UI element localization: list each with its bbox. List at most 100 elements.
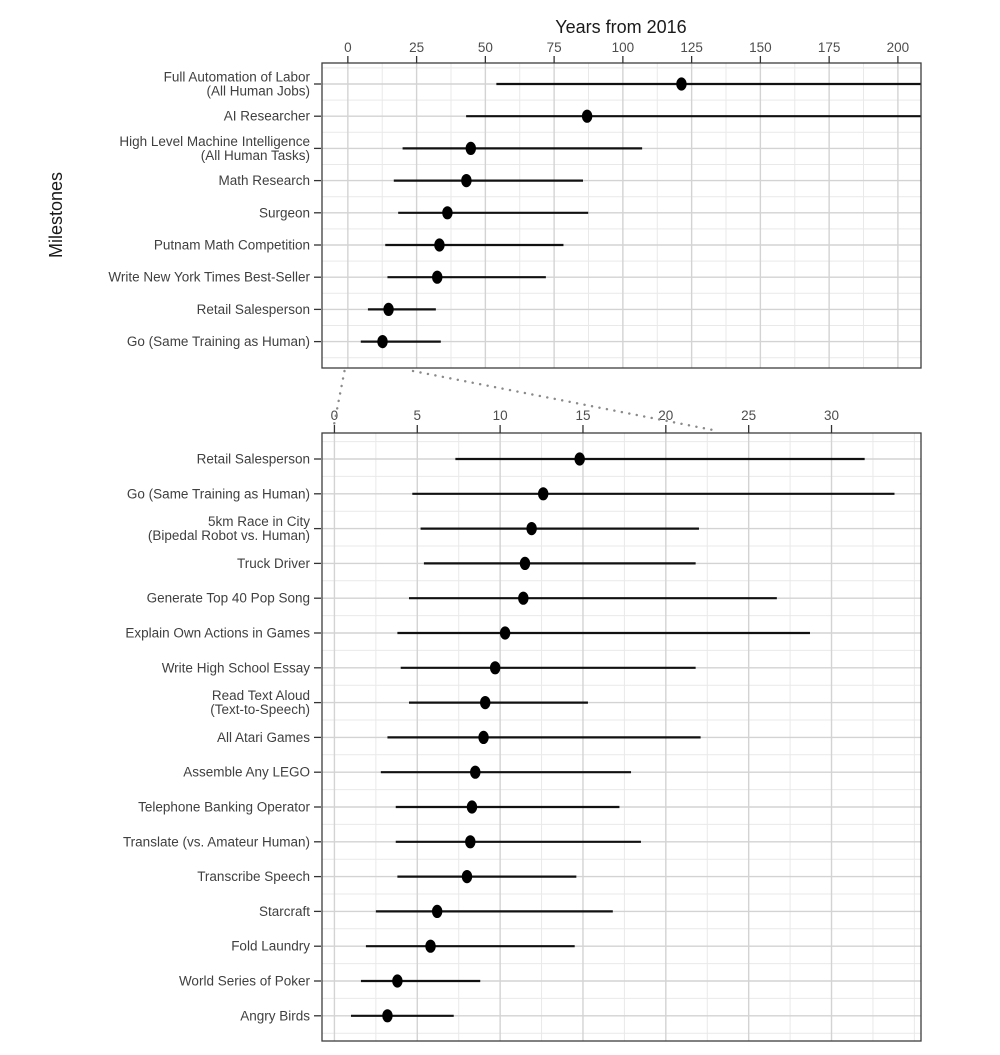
milestone-row xyxy=(408,696,588,710)
median-point xyxy=(377,335,388,349)
x-tick-label: 175 xyxy=(818,40,841,55)
category-label: All Atari Games xyxy=(217,730,310,745)
median-point xyxy=(431,904,443,919)
median-point xyxy=(382,1009,393,1023)
x-tick-label: 10 xyxy=(493,408,508,423)
category-label: Translate (vs. Amateur Human) xyxy=(123,834,310,849)
milestone-row xyxy=(367,302,436,316)
milestone-row xyxy=(365,939,575,953)
median-point xyxy=(518,591,529,605)
milestone-row xyxy=(387,730,701,745)
median-point xyxy=(434,238,445,252)
x-tick-label: 0 xyxy=(331,408,339,423)
median-point xyxy=(392,974,403,988)
milestone-row xyxy=(420,522,699,536)
median-point xyxy=(499,626,511,640)
median-point xyxy=(478,730,489,745)
x-tick-label: 25 xyxy=(741,408,756,423)
category-label: Transcribe Speech xyxy=(197,869,310,884)
milestone-row xyxy=(375,904,613,919)
category-label: Retail Salesperson xyxy=(197,302,310,317)
median-point xyxy=(465,141,476,155)
category-label: Putnam Math Competition xyxy=(154,238,310,253)
median-point xyxy=(383,302,394,316)
milestone-row xyxy=(395,835,641,849)
median-point xyxy=(465,835,476,849)
x-tick-label: 125 xyxy=(680,40,703,55)
x-tick-label: 15 xyxy=(575,408,590,423)
milestone-row xyxy=(350,1009,454,1023)
bottom-panel: 0 5 10 15 20 25 30 Retail Salesperson Go (Same T… xyxy=(123,408,922,1042)
median-point xyxy=(676,77,687,91)
category-label: Telephone Banking Operator xyxy=(138,800,310,815)
category-label: Generate Top 40 Pop Song xyxy=(147,591,310,606)
milestone-row xyxy=(360,974,481,988)
milestone-row xyxy=(393,174,583,188)
category-label: Explain Own Actions in Games xyxy=(125,626,310,641)
milestone-row xyxy=(397,870,577,884)
category-label: Write New York Times Best-Seller xyxy=(108,270,310,285)
category-label: AI Researcher xyxy=(224,109,311,124)
category-label: Write High School Essay xyxy=(162,660,311,675)
x-tick-label: 75 xyxy=(547,40,562,55)
milestone-row xyxy=(398,206,589,220)
milestone-row xyxy=(395,800,620,814)
milestone-row xyxy=(466,109,921,123)
zoom-connector-line-left xyxy=(331,369,346,432)
milestone-row xyxy=(423,556,696,571)
category-label: Full Automation of Labor xyxy=(164,70,311,85)
category-label: Starcraft xyxy=(259,904,310,919)
milestone-row xyxy=(402,141,643,155)
x-tick-label: 200 xyxy=(887,40,910,55)
category-label: (All Human Tasks) xyxy=(201,148,310,163)
milestone-row xyxy=(408,591,777,605)
median-point xyxy=(432,270,443,284)
milestone-row xyxy=(387,270,546,284)
median-point xyxy=(442,206,453,220)
zoom-connector-line-right xyxy=(411,369,720,433)
x-tick-label: 100 xyxy=(612,40,635,55)
category-label: (Text-to-Speech) xyxy=(210,702,310,717)
category-label: Fold Laundry xyxy=(231,939,310,954)
category-label: (All Human Jobs) xyxy=(206,84,310,99)
median-point xyxy=(425,939,436,953)
milestone-row xyxy=(412,487,895,501)
median-point xyxy=(538,487,549,501)
milestone-row xyxy=(496,77,921,91)
x-tick-label: 25 xyxy=(409,40,424,55)
median-point xyxy=(526,522,537,536)
category-label: Surgeon xyxy=(259,205,310,220)
panel-border xyxy=(321,432,922,1042)
x-tick-label: 150 xyxy=(749,40,772,55)
median-point xyxy=(574,452,585,466)
median-point xyxy=(519,556,531,571)
x-tick-label: 5 xyxy=(414,408,422,423)
milestone-row xyxy=(360,335,441,349)
category-label: Read Text Aloud xyxy=(212,688,310,703)
y-axis-title: Milestones xyxy=(46,172,66,258)
median-point xyxy=(480,696,491,710)
median-point xyxy=(470,765,481,779)
x-axis-title: Years from 2016 xyxy=(555,17,686,37)
category-label: World Series of Poker xyxy=(179,974,311,989)
top-panel: 0 25 50 75 100 125 150 175 200 Full Automation of… xyxy=(108,40,922,369)
category-label: Assemble Any LEGO xyxy=(183,765,310,780)
x-tick-label: 0 xyxy=(344,40,352,55)
x-tick-label: 20 xyxy=(658,408,673,423)
milestone-row xyxy=(455,452,865,466)
category-label: Math Research xyxy=(218,173,310,188)
median-point xyxy=(461,870,473,884)
category-label: Go (Same Training as Human) xyxy=(127,334,310,349)
category-label: Truck Driver xyxy=(237,556,311,571)
milestone-row xyxy=(380,765,632,779)
category-label: High Level Machine Intelligence xyxy=(119,134,310,149)
milestone-row xyxy=(385,238,564,252)
panel-border xyxy=(321,62,922,369)
category-label: Retail Salesperson xyxy=(197,452,310,467)
x-tick-label: 50 xyxy=(478,40,493,55)
milestone-row xyxy=(400,661,696,675)
median-point xyxy=(461,174,472,188)
